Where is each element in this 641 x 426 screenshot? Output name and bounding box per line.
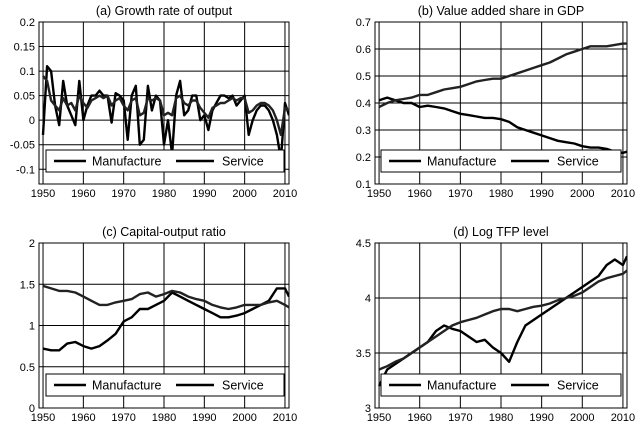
x-tick-label: 1950	[367, 412, 391, 424]
x-tick-label: 2010	[611, 412, 635, 424]
legend-label-service: Service	[557, 155, 599, 169]
y-tick-label: -0.1	[16, 164, 35, 176]
y-tick-label: 4	[365, 293, 371, 305]
chart-title: (a) Growth rate of output	[96, 4, 233, 18]
x-tick-label: 1950	[31, 188, 55, 200]
y-tick-label: 0.5	[356, 71, 371, 83]
y-tick-label: 1	[29, 321, 35, 333]
chart-panel-3: (c) Capital-output ratio 0 0.5 1 1.5 2 1950 196…	[20, 225, 298, 424]
x-tick-label: 1980	[152, 188, 176, 200]
plot-frame	[374, 242, 628, 409]
series-line-service	[378, 269, 627, 371]
x-tick-label: 2000	[570, 412, 594, 424]
y-tick-label: 2	[29, 238, 35, 250]
y-tick-label: 0.4	[356, 98, 371, 110]
x-tick-label: 1970	[448, 188, 472, 200]
x-tick-label: 2010	[273, 412, 297, 424]
x-tick-label: 1980	[489, 188, 513, 200]
y-tick-label: 0.2	[356, 152, 371, 164]
y-tick-label: 0.15	[14, 42, 35, 54]
series-line-service	[378, 42, 627, 109]
legend: Manufacture Service	[380, 149, 622, 173]
x-tick-label: 2000	[232, 412, 256, 424]
chart-title: (d) Log TFP level	[453, 225, 548, 239]
x-tick-label: 1980	[489, 412, 513, 424]
legend-label-service: Service	[222, 155, 264, 169]
legend: Manufacture Service	[45, 373, 285, 397]
legend-label-service: Service	[557, 379, 599, 393]
y-tick-label: 0.3	[356, 125, 371, 137]
x-tick-label: 2010	[273, 188, 297, 200]
chart-panel-2: (b) Value added share in GDP 0.1 0.2 0.3 0.4…	[356, 4, 635, 200]
x-tick-label: 1970	[111, 412, 135, 424]
y-tick-label: 0.5	[20, 362, 35, 374]
series-line-manufacture	[41, 64, 289, 161]
legend: Manufacture Service	[380, 373, 622, 397]
x-tick-label: 1970	[448, 412, 472, 424]
y-tick-label: 0.1	[356, 179, 371, 191]
x-tick-label: 1950	[367, 188, 391, 200]
y-tick-label: 0	[29, 403, 35, 415]
series-line-manufacture	[378, 96, 627, 155]
plot-frame	[374, 21, 628, 185]
x-tick-label: 2010	[611, 188, 635, 200]
x-tick-label: 1990	[192, 412, 216, 424]
x-tick-label: 1980	[152, 412, 176, 424]
x-tick-label: 1960	[71, 188, 95, 200]
legend-label-manufacture: Manufacture	[92, 379, 162, 393]
x-tick-label: 1990	[529, 412, 553, 424]
y-tick-label: 0.6	[356, 44, 371, 56]
legend-box	[380, 373, 622, 397]
chart-title: (b) Value added share in GDP	[418, 4, 585, 18]
y-tick-label: 1.5	[20, 279, 35, 291]
legend-label-manufacture: Manufacture	[427, 379, 497, 393]
chart-panel-4: (d) Log TFP level 3 3.5 4 4.5 1950 1960 1970 198…	[356, 225, 635, 424]
x-tick-label: 1990	[529, 188, 553, 200]
series-line-service	[42, 284, 289, 311]
series-line-service	[42, 75, 289, 137]
series-line-manufacture	[378, 255, 627, 387]
legend-label-service: Service	[222, 379, 264, 393]
y-tick-label: 0.1	[20, 66, 35, 78]
x-tick-label: 1950	[31, 412, 55, 424]
chart-title: (c) Capital-output ratio	[102, 225, 226, 239]
x-tick-label: 2000	[232, 188, 256, 200]
chart-panel-1: (a) Growth rate of output -0.1 -0.05 0 0.05 0…	[10, 4, 297, 200]
x-tick-label: 1960	[407, 188, 431, 200]
y-tick-label: 4.5	[356, 238, 371, 250]
y-tick-label: 0	[29, 115, 35, 127]
legend-box	[45, 149, 285, 173]
x-tick-label: 1970	[111, 188, 135, 200]
x-tick-label: 1960	[71, 412, 95, 424]
plot-frame	[38, 242, 290, 409]
y-tick-label: 0.2	[20, 17, 35, 29]
legend-label-manufacture: Manufacture	[427, 155, 497, 169]
y-tick-label: -0.05	[10, 140, 35, 152]
series-line-manufacture	[42, 287, 289, 352]
x-tick-label: 2000	[570, 188, 594, 200]
x-tick-label: 1960	[407, 412, 431, 424]
x-tick-label: 1990	[192, 188, 216, 200]
legend: Manufacture Service	[45, 149, 285, 173]
plot-frame	[38, 21, 290, 185]
y-tick-label: 3	[365, 403, 371, 415]
legend-label-manufacture: Manufacture	[92, 155, 162, 169]
y-tick-label: 0.05	[14, 91, 35, 103]
legend-box	[45, 373, 285, 397]
y-tick-label: 3.5	[356, 348, 371, 360]
legend-box	[380, 149, 622, 173]
y-tick-label: 0.7	[356, 17, 371, 29]
